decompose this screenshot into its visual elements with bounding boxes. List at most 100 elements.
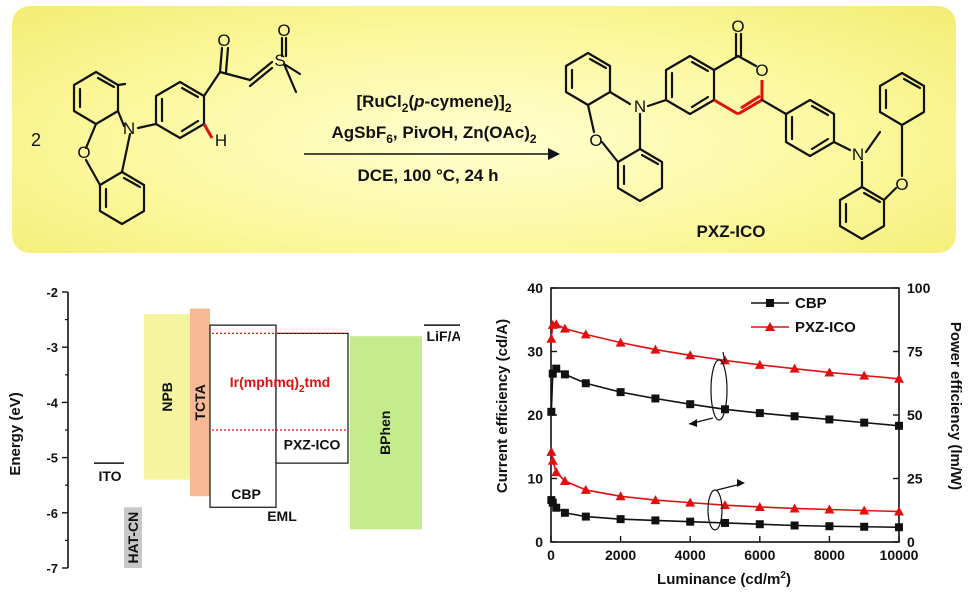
product-atom-n-right: N	[852, 145, 864, 164]
series-point	[548, 498, 557, 507]
series-point	[546, 446, 557, 456]
series-point	[721, 518, 729, 527]
series-point	[560, 370, 569, 379]
series-point	[552, 364, 561, 373]
chart-xlabel: Luminance (cd/m2)	[657, 570, 791, 588]
reagent-catalyst: [RuCl2(p-cymene)]2	[356, 92, 511, 115]
arrow-head-icon	[548, 148, 560, 160]
y-tick-label-right: 100	[907, 280, 931, 296]
series-point	[650, 495, 661, 505]
y-tick-label-right: 0	[907, 534, 915, 550]
series-point	[825, 415, 834, 424]
product-carbonyl-o: O	[731, 17, 744, 36]
product-new-bonds	[713, 80, 764, 116]
y-tick-label-right: 75	[907, 344, 923, 360]
series-point	[651, 394, 660, 403]
chart-ylabel-left: Current efficiency (cd/A)	[494, 319, 511, 493]
product-ring-o: O	[755, 61, 768, 80]
series-point	[790, 412, 799, 421]
reactant-phenyl-ring	[154, 80, 206, 140]
series-point	[580, 329, 591, 339]
energy-tick-label: -6	[46, 506, 58, 521]
series-point	[895, 421, 903, 430]
series-point	[616, 388, 625, 397]
series-point	[547, 455, 558, 465]
layer-npb-label: NPB	[159, 382, 175, 412]
x-tick-label: 0	[547, 547, 555, 563]
layer-tcta-bar	[190, 308, 210, 497]
right-axis-indicator	[707, 489, 723, 531]
layer-pxz-ico-label: PXZ-ICO	[284, 436, 341, 452]
energy-tick-label: -7	[46, 561, 58, 576]
energy-tick-label: -3	[46, 340, 58, 355]
series-point	[755, 520, 764, 529]
y-tick-label-left: 40	[527, 280, 543, 296]
layer-lif-al-label: LiF/Al	[427, 328, 460, 344]
product-name: PXZ-ICO	[697, 222, 766, 241]
series-point	[650, 344, 661, 354]
left-arrow-tail	[722, 351, 726, 363]
series-point	[685, 497, 696, 507]
chart-ylabel-right: Power efficiency (lm/W)	[947, 322, 964, 490]
series-point	[546, 333, 557, 343]
series-point	[789, 363, 800, 373]
series-point	[581, 379, 590, 388]
series-point	[559, 323, 570, 333]
series-point	[651, 516, 660, 525]
series-point	[824, 367, 835, 377]
series-point	[559, 476, 570, 486]
y-tick-label-left: 30	[527, 344, 543, 360]
y-tick-label-left: 20	[527, 407, 543, 423]
series-point	[581, 512, 590, 521]
series-point	[615, 491, 626, 501]
layer-cbp-box	[209, 324, 277, 508]
series-point	[825, 522, 834, 531]
x-tick-label: 8000	[814, 547, 845, 563]
energy-layers: ITO HAT-CN NPB TCTA CBP PXZ-ICO BPhen LiF/Al EML…	[94, 308, 460, 568]
series-point	[754, 501, 765, 511]
product-atom-o-right: O	[895, 175, 908, 194]
x-tick-label: 10000	[880, 547, 919, 563]
series-point	[789, 503, 800, 513]
series-point	[560, 508, 569, 517]
layer-hat-cn-label: HAT-CN	[125, 512, 141, 564]
layer-cbp-label: CBP	[231, 486, 261, 502]
energy-axis-label: Energy (eV)	[7, 392, 24, 475]
series-point	[860, 522, 869, 531]
arrow-left-icon	[689, 419, 697, 427]
reactant-atom-h: H	[215, 131, 227, 150]
energy-tick-label: -4	[46, 395, 58, 410]
reactant-sulfoxide-o: O	[277, 21, 290, 40]
legend-label: CBP	[795, 295, 827, 312]
reactant-atom-s: S	[274, 51, 285, 70]
series-point	[548, 369, 557, 378]
product-atom-n-left: N	[634, 97, 646, 116]
series-point	[894, 373, 904, 383]
series-point	[615, 337, 626, 347]
series-point	[895, 523, 903, 532]
energy-tick-label: -5	[46, 451, 58, 466]
legend-label: PXZ-ICO	[795, 319, 856, 336]
layer-tcta-label: TCTA	[192, 384, 208, 420]
stoichiometry: 2	[31, 130, 41, 150]
eml-label: EML	[267, 508, 297, 524]
efficiency-chart: 0 2000 4000 6000 8000 10000010203040025507510…	[494, 280, 964, 588]
reactant-ketone-o: O	[217, 31, 230, 50]
reagent-additives: AgSbF6, PivOH, Zn(OAc)2	[331, 123, 536, 146]
product-atom-o-left: O	[589, 131, 602, 150]
layer-bphen-bar	[350, 336, 422, 530]
layer-npb-bar	[144, 314, 190, 480]
layer-ito-label: ITO	[98, 468, 121, 484]
series-point	[547, 407, 556, 416]
energy-y-axis: -2 -3 -4 -5 -6 -7	[46, 285, 69, 576]
reactant-atom-n: N	[123, 119, 135, 138]
dopant-label: Ir(mphmq)2tmd	[230, 374, 330, 395]
series-line-0	[550, 367, 900, 427]
reaction-scheme: 2 N O O S O H [RuCl2(p-cymene)]2 AgSbF6,…	[31, 17, 926, 241]
series-point	[755, 409, 764, 418]
layer-pxz-ico-box	[275, 332, 349, 464]
layer-bphen-label: BPhen	[377, 411, 393, 455]
energy-tick-label: -2	[46, 285, 58, 300]
y-tick-label-right: 25	[907, 471, 923, 487]
reaction-conditions: DCE, 100 °C, 24 h	[358, 166, 499, 185]
